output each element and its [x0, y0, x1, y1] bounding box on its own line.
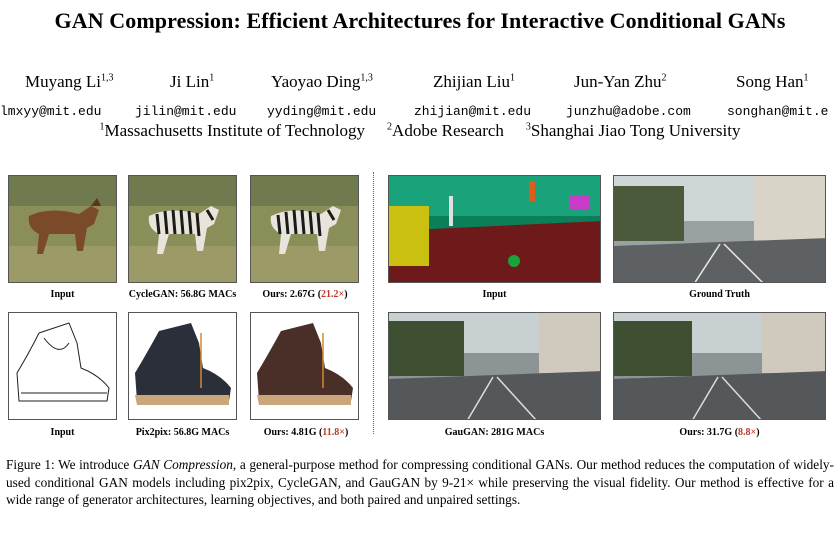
- author-email[interactable]: lmxyy@mit.edu: [0, 104, 102, 119]
- affiliation: Adobe Research: [392, 121, 504, 140]
- author-name: Song Han1: [736, 72, 809, 91]
- author-emails: lmxyy@mit.edu jilin@mit.edu yyding@mit.e…: [0, 104, 840, 122]
- author-email[interactable]: zhijian@mit.edu: [414, 104, 532, 119]
- author-email[interactable]: junzhu@adobe.com: [566, 104, 691, 119]
- caption-emphasis: GAN Compression: [132, 457, 233, 472]
- horse-input-image: [8, 175, 117, 283]
- ground-truth-image: [613, 175, 826, 283]
- caption-ground-truth: Ground Truth: [689, 289, 750, 300]
- caption-ours-gaugan: Ours: 31.7G (8.8×): [679, 427, 760, 438]
- author-email[interactable]: jilin@mit.edu: [135, 104, 237, 119]
- author-name: Zhijian Liu1: [433, 72, 515, 91]
- author-name: Jun-Yan Zhu2: [574, 72, 667, 91]
- caption-gaugan: GauGAN: 281G MACs: [444, 427, 545, 438]
- cyclegan-zebra-image: [128, 175, 237, 283]
- affiliation: Massachusetts Institute of Technology: [104, 121, 366, 140]
- caption-pix2pix: Pix2pix: 56.8G MACs: [135, 427, 230, 438]
- speedup-value: 11.8×: [322, 427, 345, 438]
- caption-cyclegan: CycleGAN: 56.8G MACs: [128, 289, 237, 300]
- ours-gaugan-image: [613, 312, 826, 420]
- figure-caption: Figure 1: We introduce GAN Compression, …: [6, 457, 834, 507]
- caption-ours-pix2pix: Ours: 4.81G (11.8×): [263, 427, 349, 438]
- speedup-value: 21.2×: [321, 289, 345, 300]
- caption-ours-cyclegan: Ours: 2.67G (21.2×): [262, 289, 348, 300]
- speedup-value: 8.8×: [738, 427, 757, 438]
- affiliations: 1Massachusetts Institute of Technology 2A…: [99, 121, 741, 140]
- author-email[interactable]: yyding@mit.edu: [267, 104, 377, 119]
- author-name: Muyang Li1,3: [25, 72, 114, 91]
- figure-divider: [373, 172, 374, 434]
- author-email[interactable]: songhan@mit.e: [727, 104, 829, 119]
- pix2pix-shoe-image: [128, 312, 237, 420]
- gaugan-output-image: [388, 312, 601, 420]
- caption-horse-input: Input: [50, 289, 75, 300]
- shoe-sketch-input-image: [8, 312, 117, 420]
- ours-zebra-image: [250, 175, 359, 283]
- caption-seg-input: Input: [482, 289, 507, 300]
- author-names: Muyang Li1,3 Ji Lin1 Yaoyao Ding1,3 Zhij…: [0, 72, 840, 96]
- caption-shoe-input: Input: [50, 427, 75, 438]
- author-name: Ji Lin1: [170, 72, 215, 91]
- ours-shoe-image: [250, 312, 359, 420]
- paper-title: GAN Compression: Efficient Architectures…: [54, 8, 786, 33]
- segmentation-input-image: [388, 175, 601, 283]
- affiliation: Shanghai Jiao Tong University: [530, 121, 741, 140]
- author-name: Yaoyao Ding1,3: [271, 72, 373, 91]
